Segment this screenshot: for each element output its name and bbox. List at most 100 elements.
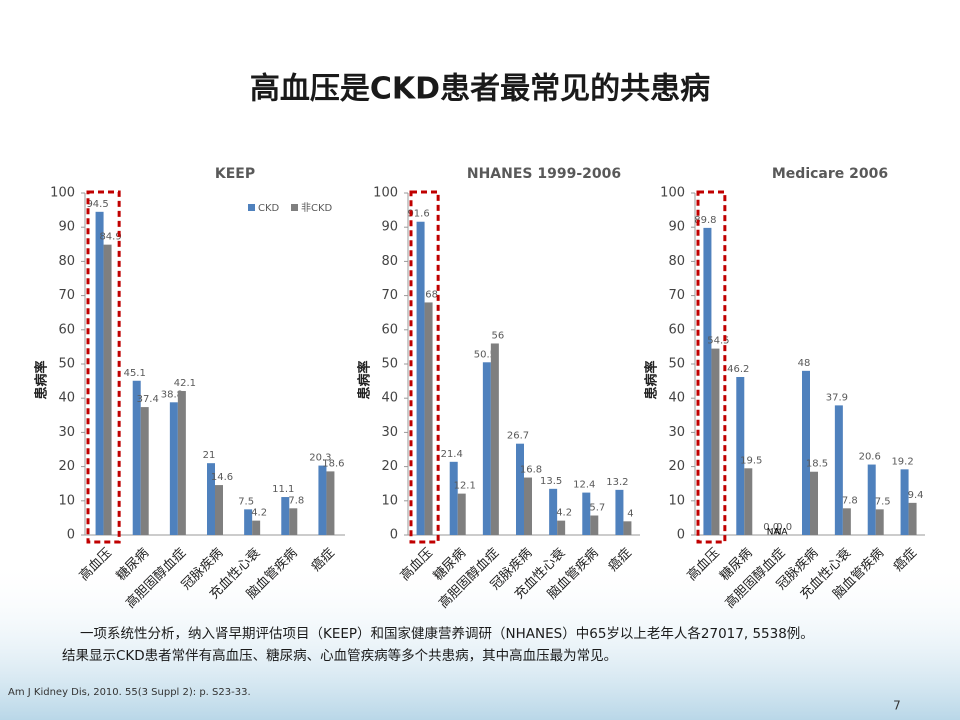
data-label: 21.4 (441, 449, 463, 460)
bar (490, 343, 499, 535)
y-tick-label: 100 (373, 186, 398, 201)
bar (424, 302, 433, 535)
y-tick-label: 90 (668, 220, 685, 235)
y-tick-label: 60 (668, 322, 685, 337)
bar (207, 463, 215, 535)
legend-swatch (248, 204, 255, 211)
y-tick-label: 40 (58, 391, 75, 406)
bar (289, 508, 298, 535)
bar (802, 370, 810, 535)
y-tick-label: 60 (381, 322, 398, 337)
y-tick-label: 70 (381, 288, 398, 303)
bar (103, 244, 112, 535)
y-tick-label: 90 (58, 220, 75, 235)
highlight-box (409, 190, 440, 544)
y-tick-label: 10 (58, 493, 75, 508)
y-tick-label: 50 (381, 357, 398, 372)
bar (590, 515, 599, 535)
bar (244, 509, 253, 535)
highlight-box (696, 190, 727, 544)
bar (703, 227, 712, 535)
bar (326, 471, 335, 535)
slide-title: 高血压是CKD患者最常见的共患病 (250, 72, 710, 107)
y-tick-label: 40 (381, 391, 398, 406)
data-label: 16.8 (520, 465, 542, 476)
data-label: 56 (491, 330, 504, 341)
data-label: 0.0 (763, 522, 779, 533)
note-line: 一项系统性分析，纳入肾早期评估项目（KEEP）和国家健康营养调研（NHANES）… (80, 625, 814, 642)
data-label: 84.9 (99, 232, 121, 243)
data-label: 13.2 (606, 477, 628, 488)
note-line: 结果显示CKD患者常伴有高血压、糖尿病、心血管疾病等多个共患病，其中高血压最为常… (62, 647, 617, 664)
y-tick-label: 0 (390, 528, 398, 543)
y-tick-label: 40 (668, 391, 685, 406)
data-label: 19.2 (891, 456, 913, 467)
data-label: 37.4 (137, 394, 159, 405)
data-label: 7.5 (238, 496, 254, 507)
bar (557, 520, 566, 535)
legend-label: CKD (258, 203, 280, 214)
data-label: 54.5 (707, 336, 729, 347)
y-tick-label: 80 (668, 254, 685, 269)
data-label: 11.1 (272, 484, 294, 495)
bar (711, 348, 720, 535)
y-tick-label: 20 (381, 459, 398, 474)
bar (252, 520, 261, 535)
y-tick-label: 80 (381, 254, 398, 269)
chart-title: NHANES 1999-2006 (467, 166, 621, 182)
data-label: 38.8 (161, 389, 183, 400)
data-label: 12.1 (454, 481, 476, 492)
y-tick-label: 70 (58, 288, 75, 303)
bar (875, 509, 884, 535)
y-tick-label: 50 (668, 357, 685, 372)
bar (318, 465, 327, 535)
legend-swatch (291, 204, 298, 211)
bar (834, 405, 843, 535)
data-label: 4.2 (251, 508, 267, 519)
data-label: 50.5 (474, 349, 496, 360)
y-tick-label: 10 (381, 493, 398, 508)
data-label: 37.9 (826, 392, 848, 403)
bar (516, 443, 524, 535)
y-axis-label: 患病率 (34, 360, 50, 399)
data-label: 4.2 (556, 508, 572, 519)
data-label: 9.4 (908, 490, 924, 501)
reference: Am J Kidney Dis, 2010. 55(3 Suppl 2): p.… (8, 687, 251, 698)
y-tick-label: 20 (668, 459, 685, 474)
bar (416, 221, 425, 535)
data-label: 18.6 (322, 458, 344, 469)
y-tick-label: 100 (660, 186, 685, 201)
bar (736, 376, 745, 535)
na-label: NA (775, 528, 789, 538)
data-label: 42.1 (174, 378, 196, 389)
bar (524, 477, 532, 535)
bar (623, 521, 632, 535)
bar (281, 497, 290, 535)
chart-title: Medicare 2006 (772, 166, 888, 182)
y-tick-label: 80 (58, 254, 75, 269)
y-tick-label: 70 (668, 288, 685, 303)
bar (615, 489, 624, 535)
bar (169, 402, 178, 535)
y-tick-label: 30 (58, 425, 75, 440)
bar (132, 380, 141, 535)
data-label: 4 (627, 508, 633, 519)
y-axis-label: 患病率 (357, 360, 373, 399)
data-label: 89.8 (694, 215, 716, 226)
y-tick-label: 60 (58, 322, 75, 337)
data-label: 12.4 (573, 480, 595, 491)
y-tick-label: 20 (58, 459, 75, 474)
bar (449, 461, 458, 535)
data-label: 46.2 (727, 364, 749, 375)
y-tick-label: 10 (668, 493, 685, 508)
bar (842, 508, 851, 535)
data-label: 91.6 (407, 209, 429, 220)
data-label: 13.5 (540, 476, 562, 487)
bar (900, 469, 909, 535)
data-label: 7.8 (842, 495, 858, 506)
na-label: NA (767, 528, 781, 538)
bar (867, 464, 876, 535)
bar (457, 493, 466, 535)
data-label: 14.6 (211, 472, 233, 483)
